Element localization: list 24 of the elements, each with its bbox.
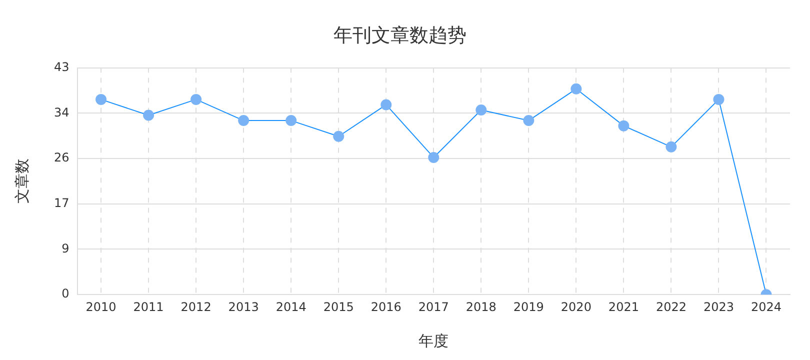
x-tick-label: 2013 (228, 300, 259, 314)
chart-title: 年刊文章数趋势 (334, 24, 466, 46)
x-tick-label: 2018 (466, 300, 496, 314)
x-tick-label: 2024 (750, 300, 782, 314)
x-tick-label: 2023 (703, 300, 734, 314)
x-tick-label: 2011 (133, 300, 164, 314)
x-tick-label: 2022 (656, 300, 686, 314)
y-tick-label: 9 (62, 241, 70, 256)
x-tick-label: 2021 (608, 300, 639, 314)
y-tick-label: 0 (62, 286, 70, 301)
x-tick-label: 2014 (276, 300, 306, 314)
x-tick-label: 2019 (513, 300, 544, 314)
x-tick-label: 2010 (86, 300, 116, 314)
x-axis-title: 年度 (418, 332, 449, 350)
x-tick-label: 2017 (418, 300, 449, 314)
x-tick-label: 2020 (560, 300, 592, 314)
y-axis-title: 文章数 (12, 158, 31, 204)
y-tick-label: 26 (54, 150, 70, 165)
y-tick-label: 34 (54, 105, 70, 120)
y-tick-label: 17 (54, 196, 70, 210)
x-tick-label: 2012 (180, 300, 212, 314)
x-tick-label: 2015 (323, 300, 354, 314)
y-tick-label: 43 (54, 60, 70, 74)
x-tick-label: 2016 (370, 300, 402, 314)
